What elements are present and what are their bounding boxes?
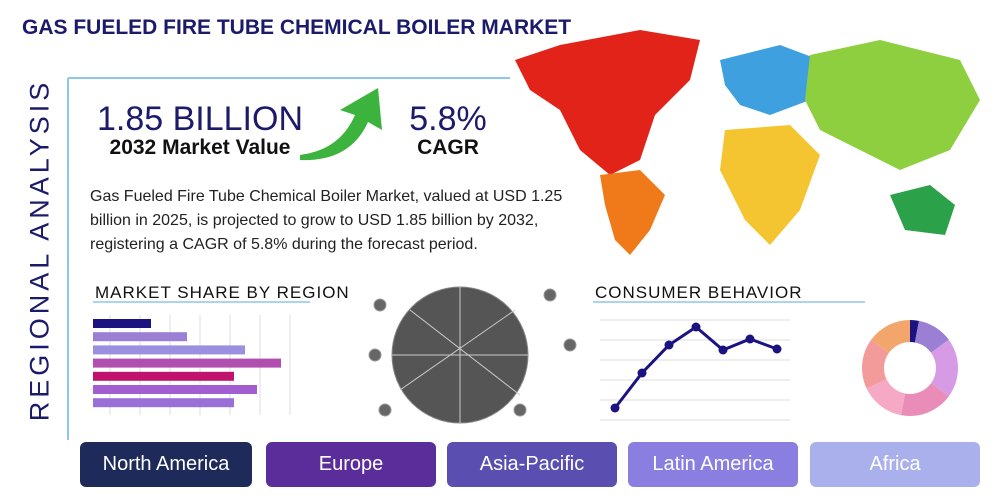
- side-label: REGIONAL ANALYSIS: [24, 78, 55, 422]
- section-title: CONSUMER BEHAVIOR: [595, 283, 803, 302]
- title: GAS FUELED FIRE TUBE CHEMICAL BOILER MAR…: [22, 16, 572, 39]
- donut-slice: [862, 339, 889, 389]
- donut-slice: [866, 379, 906, 416]
- point: [610, 403, 620, 413]
- donut-slice: [910, 320, 919, 343]
- bar: [93, 332, 187, 342]
- world-map: [515, 30, 980, 255]
- stat-label: CAGR: [417, 136, 479, 159]
- region-button[interactable]: North America: [80, 442, 252, 487]
- point: [664, 340, 674, 350]
- region-button[interactable]: Africa: [810, 442, 980, 487]
- region-button[interactable]: Europe: [266, 442, 436, 487]
- point: [718, 345, 728, 355]
- bar: [93, 358, 281, 368]
- region-button[interactable]: Latin America: [628, 442, 798, 487]
- bar: [93, 398, 234, 408]
- bar: [93, 345, 245, 355]
- point: [691, 322, 701, 332]
- stat-value: 5.8%: [409, 100, 487, 138]
- point: [637, 368, 647, 378]
- section-title: MARKET SHARE BY REGION: [95, 283, 350, 302]
- region-button[interactable]: Asia-Pacific: [447, 442, 617, 487]
- description: Gas Fueled Fire Tube Chemical Boiler Mar…: [90, 188, 563, 253]
- bar: [93, 385, 257, 394]
- donut-slice: [914, 320, 949, 353]
- bar: [93, 319, 151, 328]
- point: [745, 334, 755, 344]
- donut-slice: [871, 320, 910, 353]
- point: [772, 344, 782, 354]
- growth-arrow: [300, 88, 382, 161]
- donut-slice: [931, 339, 958, 397]
- stat-value: 1.85 BILLION: [96, 100, 304, 138]
- bar: [93, 371, 234, 381]
- donut-slice: [901, 383, 949, 416]
- globe: [368, 286, 577, 424]
- stat-label: 2032 Market Value: [109, 136, 291, 159]
